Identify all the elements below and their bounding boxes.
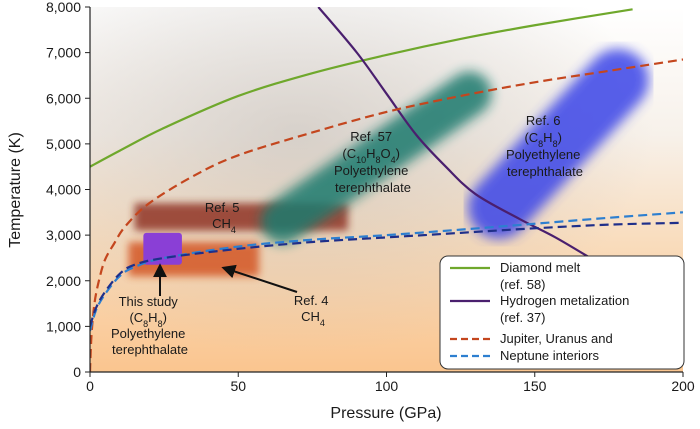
region-ref57 bbox=[260, 71, 492, 244]
label-ref4-line2: CH4 bbox=[301, 309, 325, 328]
label-ref6-line4: terephthalate bbox=[507, 164, 583, 179]
line-neptune bbox=[90, 211, 683, 332]
y-tick-label: 3,000 bbox=[46, 227, 81, 243]
legend: Diamond melt (ref. 58) Hydrogen metaliza… bbox=[439, 255, 685, 370]
x-axis-title: Pressure (GPa) bbox=[330, 405, 441, 422]
label-this-study-line3: Polyethylene bbox=[111, 326, 185, 341]
x-tick-label: 50 bbox=[230, 378, 246, 394]
region-ref6 bbox=[468, 49, 649, 239]
x-tick-label: 200 bbox=[671, 378, 695, 394]
label-this-study: This study (C8H8) Polyethylene terephtha… bbox=[111, 294, 189, 357]
line-jupiter-uranus bbox=[90, 58, 683, 372]
legend-label-neptune: Neptune interiors bbox=[500, 348, 599, 363]
label-this-study-line1: This study bbox=[119, 294, 179, 309]
y-tick-label: 1,000 bbox=[46, 318, 81, 334]
label-ref6-line3: Polyethylene bbox=[506, 147, 580, 162]
line-diamond-melt bbox=[90, 8, 633, 168]
y-tick-label: 0 bbox=[73, 364, 81, 380]
label-this-study-line2: (C8H8) bbox=[129, 310, 166, 329]
y-tick-label: 4,000 bbox=[46, 182, 81, 198]
label-ref4: Ref. 4 CH4 bbox=[294, 293, 332, 328]
y-tick-label: 6,000 bbox=[46, 90, 81, 106]
legend-label-diamond-1: Diamond melt bbox=[500, 260, 581, 275]
y-tick-label: 2,000 bbox=[46, 273, 81, 289]
line-interior-dark bbox=[90, 221, 683, 327]
legend-label-hydrogen-2: (ref. 37) bbox=[500, 310, 546, 325]
x-tick-label: 100 bbox=[375, 378, 399, 394]
label-ref57-line2: (C10H8O4) bbox=[342, 146, 400, 165]
label-ref57-line3: Polyethylene bbox=[334, 163, 408, 178]
label-ref5-line2: CH4 bbox=[212, 216, 236, 235]
label-this-study-line4: terephthalate bbox=[112, 342, 188, 357]
y-tick-label: 8,000 bbox=[46, 0, 81, 15]
x-ticks: 0 50 100 150 200 bbox=[86, 372, 695, 394]
legend-label-hydrogen-1: Hydrogen metalization bbox=[500, 293, 629, 308]
label-ref6: Ref. 6 (C8H8) Polyethylene terephthalate bbox=[506, 113, 584, 179]
legend-label-diamond-2: (ref. 58) bbox=[500, 277, 546, 292]
arrow-to-ref4 bbox=[221, 264, 298, 293]
y-tick-label: 7,000 bbox=[46, 45, 81, 61]
label-ref57: Ref. 57 (C10H8O4) Polyethylene terephtha… bbox=[334, 129, 412, 195]
series-lines bbox=[90, 7, 683, 372]
label-ref6-line1: Ref. 6 bbox=[526, 113, 561, 128]
label-ref4-line1: Ref. 4 bbox=[294, 293, 329, 308]
label-ref57-line4: terephthalate bbox=[335, 180, 411, 195]
y-axis-title: Temperature (K) bbox=[7, 132, 24, 248]
x-tick-label: 150 bbox=[523, 378, 547, 394]
label-ref57-line1: Ref. 57 bbox=[350, 129, 392, 144]
legend-box bbox=[439, 255, 685, 370]
y-ticks: 0 1,000 2,000 3,000 4,000 5,000 6,000 7,000 8,00… bbox=[46, 0, 90, 380]
label-ref5-line1: Ref. 5 bbox=[205, 200, 240, 215]
label-ref5: Ref. 5 CH4 bbox=[205, 200, 243, 235]
y-tick-label: 5,000 bbox=[46, 136, 81, 152]
x-tick-label: 0 bbox=[86, 378, 94, 394]
legend-label-jupiter: Jupiter, Uranus and bbox=[500, 331, 613, 346]
line-hydrogen-metalization bbox=[317, 7, 595, 262]
label-ref6-line2: (C8H8) bbox=[524, 130, 561, 149]
region-this-study bbox=[143, 232, 182, 265]
